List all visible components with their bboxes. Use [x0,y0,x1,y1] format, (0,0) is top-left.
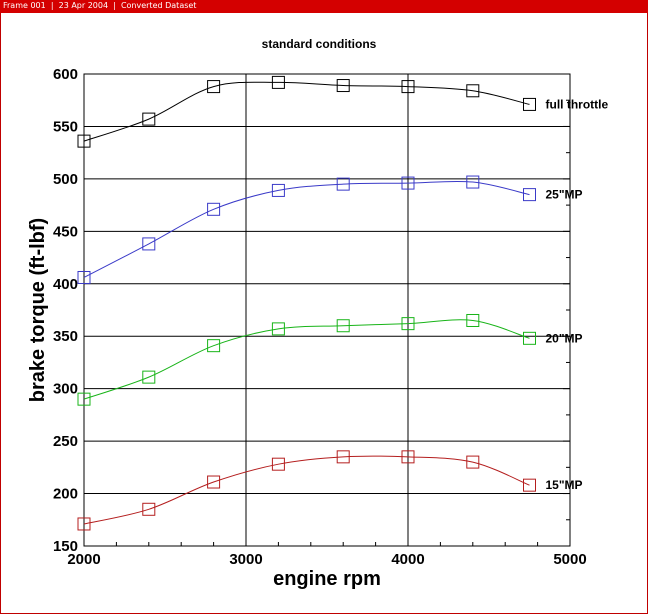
x-tick-label: 5000 [553,551,586,568]
tick-labels: 150 200 250 300 350 400 450 500 550 600 2000 3000 40… [53,66,587,568]
series-label: full throttle [546,97,609,111]
frame-header-text: Frame 001 | 23 Apr 2004 | Converted Data… [3,1,197,10]
data-point-marker [523,188,536,202]
chart-title: standard conditions [262,37,377,51]
data-point-marker [207,80,221,94]
data-point-marker [523,478,536,492]
data-point-marker [523,331,536,345]
y-tick-label: 200 [53,486,78,503]
data-point-marker [466,455,480,469]
y-tick-label: 250 [53,433,78,450]
series-group: full throttle 25"MP 20"MP 15"MP [77,75,609,531]
data-point-marker [401,80,415,94]
data-point-marker [77,134,91,148]
series-label: 20"MP [546,331,583,345]
y-tick-label: 350 [53,328,78,345]
series-line [83,455,530,525]
data-point-marker [401,176,415,190]
y-tick-label: 500 [53,171,78,188]
data-point-marker [336,319,350,333]
data-point-marker [336,450,350,464]
data-point-marker [336,177,350,191]
y-tick-label: 300 [53,381,78,398]
x-tick-label: 4000 [391,551,424,568]
data-point-marker [77,392,91,406]
data-point-marker [271,75,285,89]
data-point-marker [466,313,480,327]
y-tick-label: 550 [53,118,78,135]
data-point-marker [142,237,156,251]
series-1: 25"MP [77,175,583,284]
x-axis-label: engine rpm [273,568,381,590]
data-point-marker [336,79,350,93]
data-point-marker [271,457,285,471]
x-tick-label: 3000 [229,551,262,568]
y-tick-label: 450 [53,223,78,240]
axis-ticks [83,73,571,547]
series-line [83,319,530,400]
data-point-marker [271,183,285,197]
data-point-marker [142,502,156,516]
series-label: 15"MP [546,478,583,492]
data-point-marker [401,450,415,464]
frame-header-bar: Frame 001 | 23 Apr 2004 | Converted Data… [0,0,648,13]
series-line [83,81,530,142]
data-point-marker [142,370,156,384]
series-2: 20"MP [77,313,583,406]
data-point-marker [401,317,415,331]
data-point-marker [77,270,91,284]
data-point-marker [271,322,285,336]
plot-area [83,73,571,547]
data-point-marker [207,339,221,353]
y-tick-label: 400 [53,276,78,293]
data-point-marker [207,475,221,489]
data-point-marker [142,112,156,126]
series-0: full throttle [77,75,609,148]
data-point-marker [77,517,91,531]
series-3: 15"MP [77,450,583,531]
x-tick-label: 2000 [67,551,100,568]
series-line [83,180,530,278]
data-point-marker [466,84,480,98]
data-point-marker [466,175,480,189]
y-axis-label: brake torque (ft-lbf) [27,218,49,402]
series-label: 25"MP [546,188,583,202]
y-tick-label: 600 [53,66,78,83]
grid-lines [84,74,570,546]
y-tick-label: 150 [53,538,78,555]
data-point-marker [523,97,536,111]
data-point-marker [207,202,221,216]
